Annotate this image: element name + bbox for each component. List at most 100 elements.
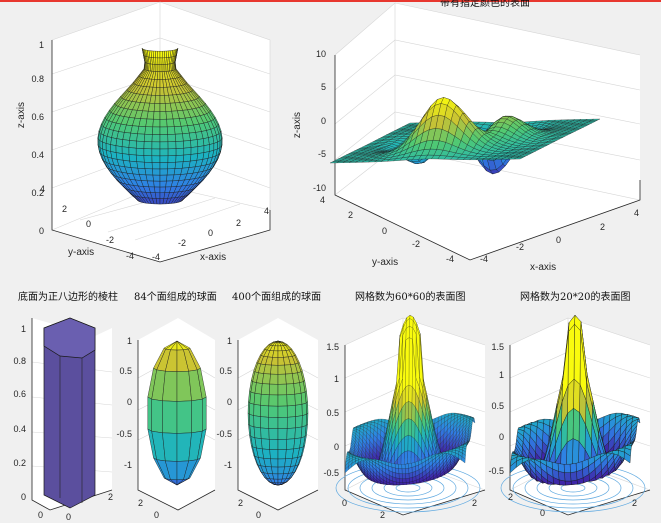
- ytick-peaks-0: -4: [446, 254, 454, 264]
- sphere400-body-facet: [295, 404, 303, 417]
- grid60-body-facet: [398, 473, 403, 479]
- peaks-facet: [329, 161, 340, 164]
- grid20-body-facet: [557, 463, 565, 473]
- vase-facet: [166, 168, 176, 176]
- grid20-body-facet: [573, 323, 581, 385]
- vase-facet: [129, 132, 138, 142]
- vase-facet: [154, 192, 161, 199]
- vase-facet: [157, 51, 161, 59]
- prism-surface: [43, 317, 96, 509]
- vase-facet: [190, 153, 199, 162]
- grid60-body-facet: [404, 450, 408, 465]
- sphere400-body-facet: [294, 426, 303, 439]
- sphere400-body-facet: [269, 373, 279, 385]
- grid60-body-facet: [405, 384, 410, 404]
- vase-facet: [183, 147, 192, 156]
- ztick-prism-1: 0.2: [13, 458, 26, 468]
- ytick-peaks-2: 0: [382, 226, 387, 236]
- panel-peaks-zticks: 10 5 0 -5 -10: [313, 49, 326, 193]
- btick-prism-0: 0: [38, 510, 43, 520]
- sphere400-body-facet: [268, 405, 279, 418]
- grid60-body-facet: [408, 384, 413, 403]
- sphere400-body-facet: [301, 402, 307, 416]
- title-sphere84: 84个面组成的球面: [134, 290, 217, 303]
- grid60-body-facet: [408, 467, 413, 474]
- grid60-body-facet: [398, 464, 403, 469]
- title-prism: 底面为正八边形的棱柱: [18, 290, 118, 303]
- sphere400-body-facet: [286, 405, 296, 418]
- sphere400-body-facet: [270, 364, 279, 375]
- vase-facet: [175, 147, 185, 156]
- sphere400-body-facet: [277, 417, 288, 429]
- ztick-sphere400-0: -1: [224, 460, 232, 470]
- xlabel-vase: x-axis: [200, 252, 226, 263]
- panel-grid20-grid: [509, 317, 651, 491]
- ztick-grid60-3: 1: [334, 374, 339, 384]
- panel-vase-xticks: -4 -2 0 2 4: [152, 206, 269, 262]
- grid20-body-facet: [566, 438, 574, 467]
- grid60-body-facet: [401, 468, 406, 474]
- vase-facet: [166, 126, 176, 135]
- ztick-peaks-3: 5: [321, 82, 326, 92]
- ytick-peaks-4: 4: [320, 195, 325, 205]
- grid20-body-facet: [564, 480, 572, 486]
- grid60-body-facet: [409, 326, 413, 340]
- xtick-peaks-3: 2: [600, 222, 605, 232]
- ztick-sphere400-2: 0: [227, 397, 232, 407]
- btick-prism-1: 2: [108, 492, 113, 502]
- ylabel-peaks: y-axis: [372, 257, 398, 268]
- sphere400-body-facet: [268, 383, 279, 396]
- vase-surface: [97, 47, 223, 205]
- ztick-grid20-1: 0: [499, 432, 504, 442]
- btick-sphere400-0: 2: [238, 498, 243, 508]
- vase-facet: [121, 153, 130, 162]
- sphere400-body-facet: [268, 439, 279, 450]
- vase-facet: [135, 140, 145, 149]
- ztick-prism-5: 1: [21, 324, 26, 334]
- sphere84-body-facet: [147, 396, 152, 432]
- grid20-body-facet: [573, 378, 581, 413]
- sphere400-body-facet: [295, 415, 303, 429]
- peaks-surface: [329, 97, 601, 175]
- sphere400-body-facet: [253, 415, 261, 429]
- xtick-vase-0: -4: [152, 252, 160, 262]
- ztick-sphere84-1: -0.5: [116, 429, 132, 439]
- ztick-vase-4: 0.8: [31, 74, 44, 84]
- vase-facet: [159, 51, 163, 59]
- ytick-vase-3: 2: [62, 204, 67, 214]
- sphere400-body-facet: [249, 402, 255, 416]
- sphere400-body-facet: [277, 449, 287, 460]
- panel-peaks-grid: [334, 2, 641, 201]
- grid60-body-facet: [407, 435, 412, 452]
- vase-facet: [161, 64, 165, 72]
- ztick-vase-3: 0.6: [31, 112, 44, 122]
- vase-facet: [115, 138, 124, 147]
- grid60-body-facet: [402, 473, 406, 479]
- grid60-body-facet: [404, 435, 409, 453]
- ztick-prism-4: 0.8: [13, 356, 26, 366]
- ytick-peaks-1: -2: [412, 239, 420, 249]
- vase-facet: [115, 145, 123, 154]
- sphere400-body-facet: [277, 394, 288, 407]
- vase-facet: [155, 50, 159, 59]
- vase-facet: [167, 141, 177, 150]
- xtick-vase-2: 0: [208, 228, 213, 238]
- btick-grid60-1: 2: [380, 510, 385, 520]
- sphere84-body-facet: [176, 477, 191, 486]
- grid20-body-facet: [572, 407, 580, 442]
- panel-grid60: 网格数为60*60的表面图 -0.5 0 0.5 1 1.5 0 2 2: [323, 290, 486, 520]
- sphere400-body-facet: [277, 364, 286, 375]
- sphere400-body-facet: [277, 373, 287, 385]
- grid60-body-facet: [411, 419, 416, 440]
- vase-facet: [136, 133, 146, 142]
- grid20-body-facet: [564, 472, 572, 482]
- panel-peaks-yticks: 4 2 0 -2 -4: [320, 195, 454, 264]
- sphere400-body-facet: [249, 414, 255, 428]
- ztick-grid20-0: -0.5: [488, 466, 504, 476]
- panel-grid60-zticks: -0.5 0 0.5 1 1.5: [323, 342, 339, 478]
- btick-sphere84-1: 0: [154, 510, 159, 520]
- grid60-body-facet: [410, 435, 415, 454]
- ztick-vase-5: 1: [39, 40, 44, 50]
- ztick-grid60-1: 0: [334, 442, 339, 452]
